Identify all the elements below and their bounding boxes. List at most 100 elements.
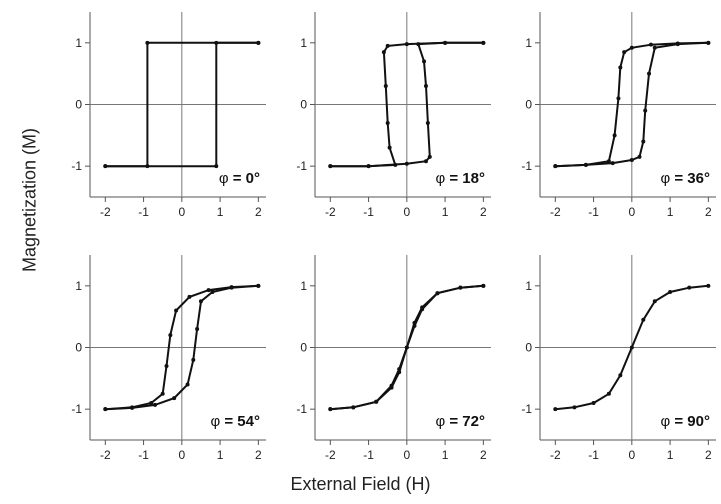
y-tick-label: 1 [300,279,307,293]
data-point [591,401,596,405]
data-point [385,121,390,125]
hysteresis-branch-2 [105,41,259,168]
phi-symbol: φ [219,170,233,187]
x-tick-label: -1 [363,205,374,219]
data-point [103,407,108,412]
angle-label: φ = 54° [210,413,260,430]
data-point [706,283,711,288]
angle-label: φ = 0° [219,170,260,187]
data-point [187,294,192,299]
data-point [612,133,617,138]
data-point [606,159,611,164]
data-point [381,50,386,55]
y-tick-label: 1 [525,36,532,50]
x-tick-label: -2 [100,205,111,219]
data-point [256,283,261,288]
x-tick-label: -2 [100,448,111,462]
data-point [706,40,711,45]
data-point [210,290,215,294]
panel-3: -2 -1 0 1 2 -1 0 1 φ = 36° [521,12,716,219]
data-point [647,71,652,76]
hysteresis-figure: -2 -1 0 1 2 -1 0 1 φ = 0° -2 -1 0 1 2 -1 0 1 φ = 18° -2 -1 0… [71,12,716,462]
x-tick-label: -2 [550,448,561,462]
y-tick-label: 0 [300,98,307,112]
x-tick-label: 2 [480,205,487,219]
data-point [374,399,379,404]
data-point [652,299,657,304]
data-point [643,108,648,113]
data-point [618,65,623,70]
x-tick-label: -2 [325,205,336,219]
x-tick-label: 2 [255,448,262,462]
angle-value: = 36° [674,170,710,187]
y-tick-label: 0 [75,341,82,355]
data-point [616,96,621,101]
x-tick-label: -2 [550,205,561,219]
data-point [458,285,463,290]
x-tick-label: -1 [588,448,599,462]
data-point [648,42,653,47]
data-point [328,164,333,169]
y-tick-label: -1 [71,159,82,173]
y-tick-label: -1 [296,159,307,173]
phi-symbol: φ [435,413,449,430]
y-tick-label: -1 [521,402,532,416]
data-point [103,164,108,169]
data-point [629,45,634,50]
data-point [229,285,234,290]
panel-6: -2 -1 0 1 2 -1 0 1 φ = 90° [521,255,716,462]
data-point [637,154,642,159]
data-point [583,162,588,167]
y-tick-label: 0 [525,98,532,112]
data-point [149,401,154,405]
x-tick-label: 0 [628,205,635,219]
y-tick-label: 0 [75,98,82,112]
x-tick-label: 0 [403,448,410,462]
data-point [416,42,421,47]
panel-1: -2 -1 0 1 2 -1 0 1 φ = 0° [71,12,266,219]
x-tick-label: -1 [363,448,374,462]
x-tick-label: 0 [628,448,635,462]
y-tick-label: 1 [75,279,82,293]
y-tick-label: 0 [525,341,532,355]
y-tick-label: 0 [300,341,307,355]
angle-value: = 90° [674,413,710,430]
data-point [481,40,486,45]
x-tick-label: 1 [667,448,674,462]
data-point [427,154,432,159]
x-tick-label: 1 [667,205,674,219]
angle-value: = 0° [233,170,260,187]
data-point [385,43,390,48]
y-tick-label: -1 [521,159,532,173]
data-point [328,407,333,412]
x-tick-label: -2 [325,448,336,462]
angle-label: φ = 18° [435,170,485,187]
angle-value: = 72° [449,413,485,430]
panel-2: -2 -1 0 1 2 -1 0 1 φ = 18° [296,12,491,219]
data-point [622,50,627,55]
phi-symbol: φ [435,170,449,187]
data-point [404,42,409,47]
x-tick-label: 2 [705,205,712,219]
x-tick-label: 0 [403,205,410,219]
data-point [404,161,409,166]
data-point [629,345,634,350]
x-tick-label: 2 [480,448,487,462]
angle-value: = 54° [224,413,260,430]
data-point [153,402,158,407]
data-point [420,307,425,312]
data-point [172,396,177,401]
data-point [351,405,356,410]
angle-label: φ = 72° [435,413,485,430]
data-point [422,59,427,64]
data-point [366,164,371,169]
x-tick-label: 1 [442,448,449,462]
y-tick-label: 1 [75,36,82,50]
data-point [641,317,646,322]
data-point [553,164,558,169]
data-point [423,159,428,164]
x-tick-label: 0 [178,448,185,462]
data-point [481,283,486,288]
panel-5: -2 -1 0 1 2 -1 0 1 φ = 72° [296,255,491,462]
angle-label: φ = 36° [660,170,710,187]
